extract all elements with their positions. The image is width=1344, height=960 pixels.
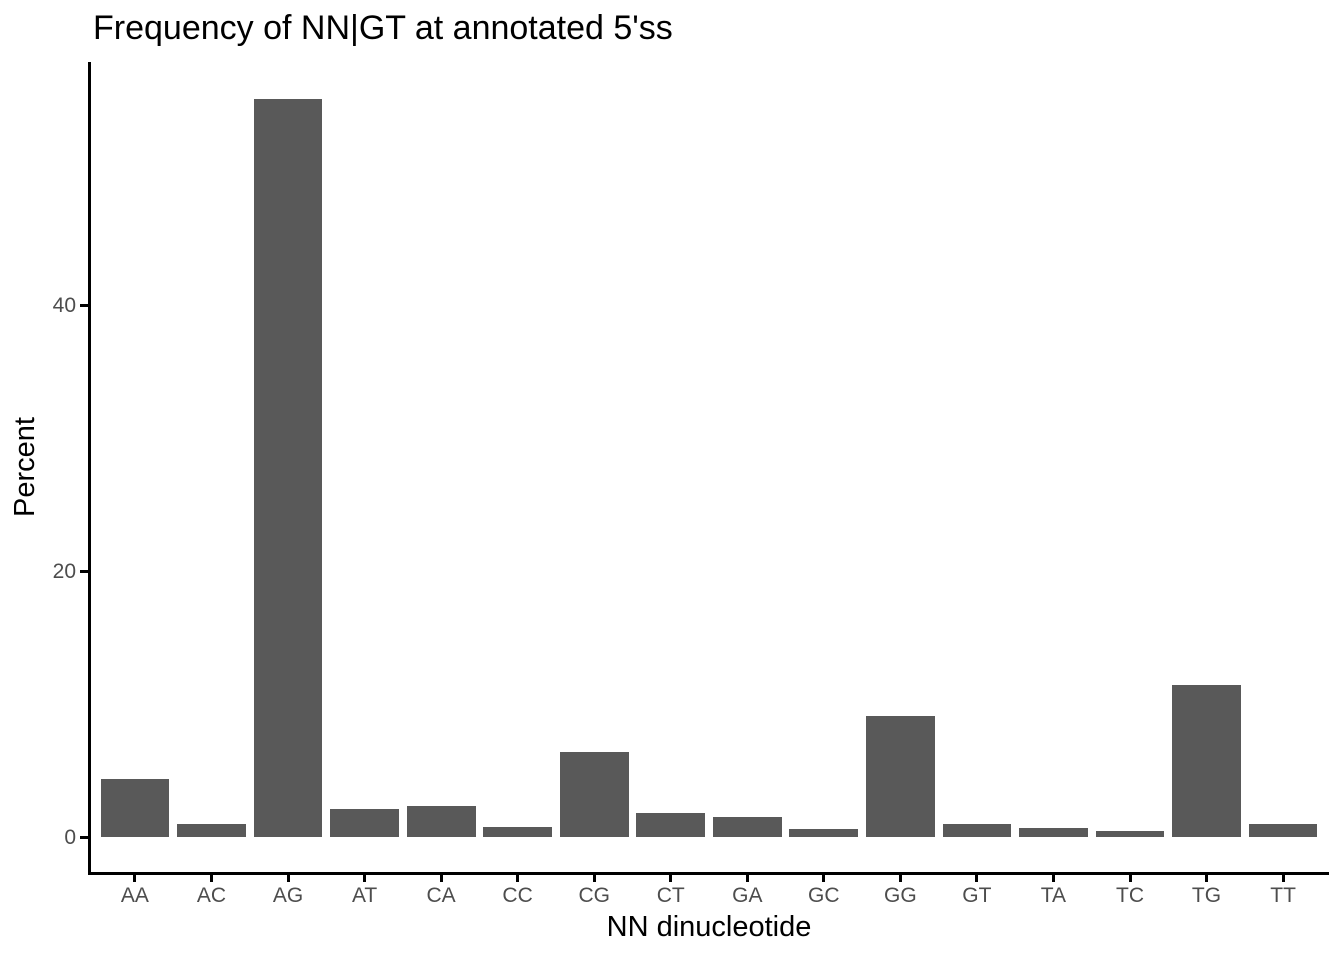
y-tick-mark-0 (80, 835, 88, 839)
x-tick-label-GG: GG (884, 884, 917, 907)
y-tick-label-20: 20 (52, 559, 76, 583)
x-tick-label-TG: TG (1191, 884, 1222, 907)
x-tick-mark-AC (210, 875, 213, 882)
chart-title: Frequency of NN|GT at annotated 5'ss (93, 9, 673, 47)
x-axis-title: NN dinucleotide (606, 911, 812, 943)
x-tick-label-GA: GA (732, 884, 763, 907)
bar-CT (636, 813, 706, 837)
x-tick-mark-TA (1051, 875, 1055, 882)
x-tick-mark-AG (286, 875, 290, 882)
x-tick-label-AT: AT (351, 884, 378, 907)
x-tick-mark-GA (745, 875, 749, 882)
x-tick-label-CG: CG (578, 884, 610, 907)
y-tick-label-0: 0 (64, 825, 76, 849)
x-tick-mark-TC (1128, 875, 1132, 882)
bar-TG (1172, 685, 1241, 837)
x-tick-label-GC: GC (808, 884, 840, 907)
bar-GG (865, 716, 935, 837)
x-axis-line (88, 872, 1329, 875)
bar-AC (177, 823, 246, 837)
x-tick-mark-GG (898, 875, 902, 882)
bar-TT (1248, 824, 1318, 837)
bar-TA (1019, 827, 1088, 837)
x-tick-label-TT: TT (1270, 884, 1296, 907)
x-tick-mark-CG (592, 875, 596, 882)
x-tick-mark-CC (516, 875, 520, 882)
x-tick-mark-TG (1205, 875, 1208, 882)
x-tick-label-AA: AA (120, 884, 149, 907)
bar-CA (406, 806, 476, 837)
x-tick-label-CC: CC (502, 884, 533, 907)
y-tick-mark-40 (80, 303, 88, 307)
x-tick-mark-TT (1281, 875, 1285, 882)
bar-AA (100, 778, 170, 837)
y-axis-title: Percent (9, 417, 41, 517)
x-tick-mark-GC (822, 875, 826, 882)
bar-GC (789, 829, 859, 837)
x-tick-mark-AA (133, 875, 137, 882)
x-tick-label-CA: CA (426, 884, 456, 907)
bar-AG (253, 98, 323, 837)
x-tick-label-AC: AC (196, 884, 227, 907)
y-tick-label-40: 40 (52, 293, 76, 317)
x-tick-mark-CA (439, 875, 443, 882)
bar-AT (330, 809, 399, 837)
x-tick-label-TA: TA (1040, 884, 1067, 907)
bar-TC (1095, 831, 1165, 837)
x-tick-label-GT: GT (962, 884, 992, 907)
bar-CG (559, 751, 629, 837)
bar-GA (712, 817, 782, 837)
x-tick-mark-GT (975, 875, 979, 882)
bar-CC (483, 827, 553, 837)
x-tick-mark-CT (669, 875, 673, 882)
bar-GT (942, 823, 1012, 837)
y-axis-line (88, 62, 91, 875)
x-tick-label-CT: CT (656, 884, 685, 907)
y-tick-mark-20 (80, 569, 88, 573)
x-tick-label-AG: AG (272, 884, 304, 907)
x-tick-mark-AT (363, 875, 367, 882)
x-tick-label-TC: TC (1116, 884, 1144, 907)
